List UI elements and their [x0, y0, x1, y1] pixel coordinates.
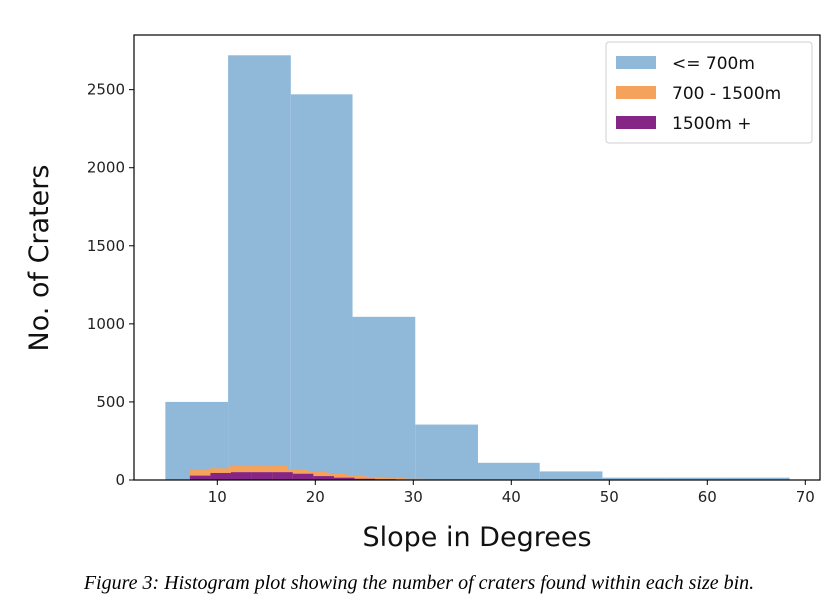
y-axis-title: No. of Craters — [24, 165, 55, 352]
bar-medium-9 — [366, 476, 386, 480]
series-large — [189, 472, 417, 480]
legend-swatch-medium — [616, 86, 656, 99]
bar-large-3 — [251, 472, 273, 480]
bar-small-3 — [352, 316, 416, 480]
x-tick-label: 40 — [502, 488, 521, 506]
bar-small-4 — [415, 424, 478, 480]
y-tick-label: 2500 — [87, 81, 125, 99]
series-small — [165, 55, 790, 480]
bar-medium-0 — [189, 469, 210, 480]
x-tick-label: 70 — [796, 488, 815, 506]
y-tick-label: 1000 — [87, 315, 125, 333]
legend-label-small: <= 700m — [672, 54, 755, 74]
legend: <= 700m 700 - 1500m 1500m + — [605, 41, 813, 144]
bar-small-1 — [228, 55, 291, 480]
y-tick-label: 1500 — [87, 237, 125, 255]
bar-medium-11 — [405, 478, 426, 480]
bar-small-5 — [477, 462, 540, 480]
y-tick-label: 2000 — [87, 159, 125, 177]
x-tick-label: 20 — [306, 488, 325, 506]
legend-swatch-small — [616, 56, 656, 69]
bar-medium-7 — [327, 473, 347, 480]
histogram-chart: 10 20 30 40 50 60 70 0 500 1000 1500 2000 2500 Slop… — [24, 34, 821, 553]
bar-small-0 — [165, 401, 229, 480]
bar-large-1 — [210, 472, 232, 480]
x-tick-label: 30 — [404, 488, 423, 506]
legend-swatch-large — [616, 116, 656, 129]
x-axis-ticks: 10 20 30 40 50 60 70 — [208, 480, 815, 506]
bar-large-0 — [189, 475, 211, 480]
bar-large-6 — [313, 476, 334, 480]
legend-label-large: 1500m + — [672, 114, 751, 134]
x-tick-label: 10 — [208, 488, 227, 506]
y-tick-label: 0 — [115, 471, 125, 489]
x-axis-title: Slope in Degrees — [362, 522, 591, 553]
figure-caption: Figure 3: Histogram plot showing the num… — [83, 572, 755, 594]
bar-medium-6 — [307, 471, 328, 480]
bar-small-8 — [665, 477, 727, 480]
bar-small-2 — [290, 94, 353, 480]
plot-frame — [133, 34, 821, 481]
bar-large-5 — [292, 473, 314, 480]
legend-label-medium: 700 - 1500m — [672, 84, 781, 104]
bar-medium-8 — [346, 475, 367, 480]
bar-medium-10 — [385, 478, 406, 480]
bar-small-7 — [602, 477, 666, 480]
legend-box — [605, 41, 813, 144]
bar-large-2 — [231, 472, 252, 480]
x-tick-label: 50 — [600, 488, 619, 506]
x-tick-label: 60 — [698, 488, 717, 506]
y-axis-ticks: 0 500 1000 1500 2000 2500 — [87, 81, 134, 489]
histogram-bars — [165, 55, 790, 480]
y-tick-label: 500 — [96, 393, 125, 411]
bar-small-6 — [539, 471, 603, 480]
bar-large-7 — [333, 477, 355, 480]
bar-large-8 — [354, 478, 376, 480]
bar-large-4 — [272, 472, 293, 480]
bar-small-9 — [726, 477, 790, 480]
